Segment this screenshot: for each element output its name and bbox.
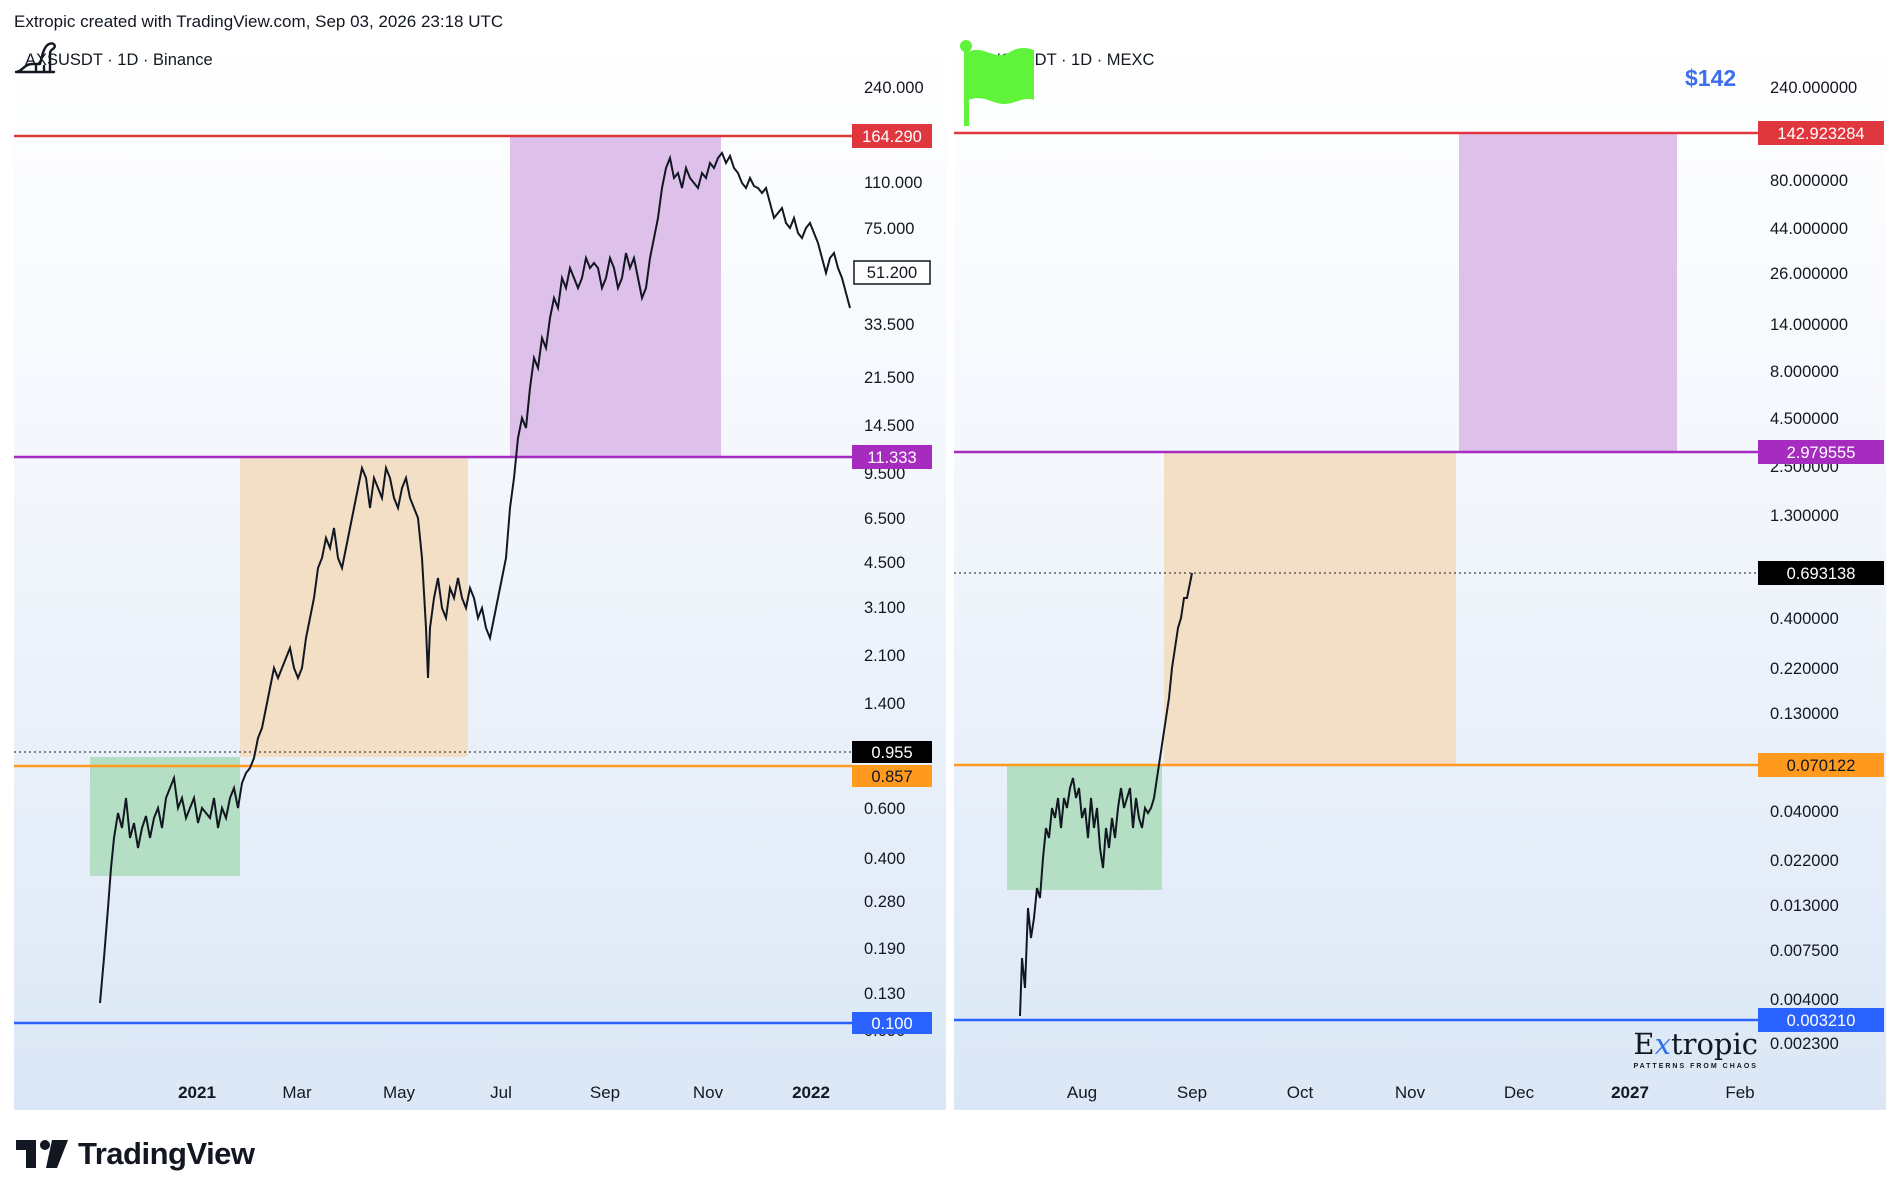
pons-y-tick: 44.000000 [1770, 220, 1848, 238]
axs-y-tick: 3.100 [864, 599, 905, 617]
axs-y-tick: 0.130 [864, 985, 905, 1003]
pons-purple-zone [1459, 134, 1677, 452]
pons-y-tick: 26.000000 [1770, 265, 1848, 283]
axs-price-line [99, 151, 851, 1004]
axs-y-tick: 14.500 [864, 417, 914, 435]
axs-blue-level-badge [852, 1012, 932, 1034]
axs-y-tick: 9.500 [864, 465, 905, 483]
axs-y-tick: 75.000 [864, 220, 914, 238]
axs-red-level-label: 164.290 [862, 128, 922, 146]
pons-orange-level-badge [1758, 753, 1884, 777]
pons-green-zone [1007, 765, 1162, 890]
pons-current-price-badge [1758, 561, 1884, 585]
axs-y-tick: 6.500 [864, 510, 905, 528]
extropic-name: Extropic [1633, 1027, 1758, 1061]
chart-header-text: Extropic created with TradingView.com, S… [14, 12, 504, 31]
pons-y-tick: 0.022000 [1770, 852, 1839, 870]
dino-icon [14, 42, 56, 74]
axs-chart-svg: 240.000 110.000 75.000 33.500 21.500 14.… [14, 79, 932, 1102]
pons-y-tick: 0.007500 [1770, 942, 1839, 960]
extropic-watermark: Extropic PATTERNS FROM CHAOS [1633, 1027, 1758, 1070]
axs-current-price-label: 0.955 [871, 744, 912, 762]
axs-purple-zone [510, 136, 721, 457]
axs-x-tick: 2021 [178, 1083, 216, 1102]
pons-y-tick: 0.040000 [1770, 803, 1839, 821]
pons-current-price-label: 0.693138 [1787, 565, 1856, 583]
pons-chart-svg: 240.000000 80.000000 44.000000 26.000000… [954, 79, 1884, 1102]
pons-price-line [1019, 572, 1193, 1017]
pons-purple-level-label: 2.979555 [1787, 444, 1856, 462]
axs-orange-level-label: 0.857 [871, 768, 912, 786]
pons-x-tick: Nov [1395, 1083, 1426, 1102]
pons-orange-zone [1164, 452, 1456, 765]
axs-last-price-badge [853, 260, 931, 285]
pons-x-tick: Sep [1177, 1083, 1207, 1102]
axs-y-tick: 0.600 [864, 800, 905, 818]
tradingview-logo[interactable]: TradingView [16, 1136, 255, 1172]
pons-purple-level-badge [1758, 440, 1884, 464]
pons-x-tick: Aug [1067, 1083, 1097, 1102]
tradingview-wordmark: TradingView [78, 1136, 255, 1171]
chart-panel-axs[interactable]: 240.000 110.000 75.000 33.500 21.500 14.… [14, 38, 946, 1110]
axs-current-price-badge [852, 741, 932, 763]
axs-y-tick: 1.400 [864, 695, 905, 713]
pons-x-tick: Feb [1725, 1083, 1754, 1102]
axs-y-tick: 21.500 [864, 369, 914, 387]
axs-orange-level-badge [852, 765, 932, 787]
axs-y-tick: 2.100 [864, 647, 905, 665]
axs-purple-level-badge [852, 445, 932, 469]
pons-red-level-label: 142.923284 [1777, 125, 1864, 143]
axs-purple-level-label: 11.333 [867, 449, 916, 467]
axs-y-tick: 0.190 [864, 940, 905, 958]
axs-x-tick: Mar [282, 1083, 312, 1102]
pons-red-level-badge [1758, 121, 1884, 145]
pons-y-tick: 0.002300 [1770, 1035, 1839, 1053]
pons-x-tick: Oct [1287, 1083, 1314, 1102]
axs-y-tick: 33.500 [864, 316, 914, 334]
pons-y-tick: 0.400000 [1770, 610, 1839, 628]
axs-red-level-badge [852, 124, 932, 148]
pons-blue-level-label: 0.003210 [1787, 1012, 1856, 1030]
tradingview-logo-icon [16, 1140, 68, 1168]
axs-symbol-title: AXSUSDT · 1D · Binance [25, 51, 213, 69]
pons-y-tick: 0.130000 [1770, 705, 1839, 723]
pons-blue-level-badge [1758, 1008, 1884, 1032]
pons-y-tick: 0.004000 [1770, 991, 1839, 1009]
pons-x-tick: 2027 [1611, 1083, 1649, 1102]
chart-panel-pons[interactable]: 240.000000 80.000000 44.000000 26.000000… [954, 38, 1886, 1110]
pons-y-tick: 240.000000 [1770, 79, 1857, 97]
axs-y-tick: 4.500 [864, 554, 905, 572]
pons-x-tick: Dec [1504, 1083, 1535, 1102]
pons-orange-level-label: 0.070122 [1787, 757, 1856, 775]
axs-x-tick: May [383, 1083, 416, 1102]
axs-green-zone [90, 757, 240, 876]
axs-last-price-label: 51.200 [867, 264, 917, 282]
pons-y-tick: 80.000000 [1770, 172, 1848, 190]
extropic-tagline: PATTERNS FROM CHAOS [1633, 1063, 1758, 1070]
pons-y-tick: 0.220000 [1770, 660, 1839, 678]
axs-y-tick: 0.400 [864, 850, 905, 868]
axs-y-tick: 0.280 [864, 893, 905, 911]
axs-x-tick: Jul [490, 1083, 512, 1102]
flag-icon[interactable] [954, 38, 1038, 128]
axs-x-tick: Nov [693, 1083, 724, 1102]
pons-y-tick: 8.000000 [1770, 363, 1839, 381]
pons-y-tick: 0.013000 [1770, 897, 1839, 915]
axs-y-tick: 110.000 [864, 174, 922, 192]
axs-x-tick: Sep [590, 1083, 620, 1102]
pons-y-tick: 14.000000 [1770, 316, 1848, 334]
flag-price-label: $142 [1685, 65, 1737, 91]
pons-y-tick: 1.300000 [1770, 507, 1839, 525]
pons-y-tick: 4.500000 [1770, 410, 1839, 428]
axs-blue-level-label: 0.100 [871, 1015, 912, 1033]
axs-y-tick: 240.000 [864, 79, 924, 97]
axs-x-tick: 2022 [792, 1083, 830, 1102]
